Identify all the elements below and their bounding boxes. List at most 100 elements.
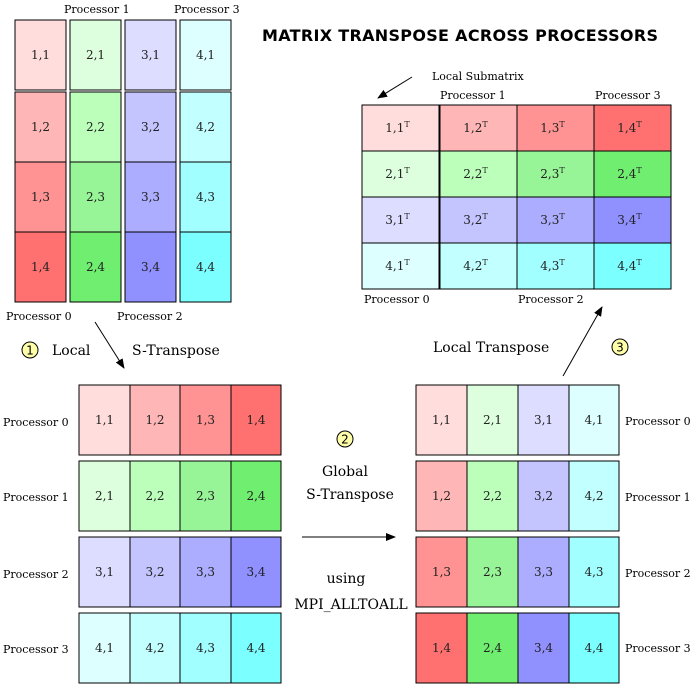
matrix-cell	[14, 19, 67, 91]
matrix-cell-label: 4,2	[145, 641, 164, 655]
proc3-label-b: Processor 3	[3, 643, 69, 656]
matrix-cell-label: 3,1	[534, 413, 553, 427]
step1-badge: 1	[21, 341, 39, 359]
transpose-superscript: T	[404, 258, 410, 267]
matrix-cell	[230, 460, 282, 532]
matrix-cell-label: 2,3	[86, 190, 105, 204]
matrix-cell	[230, 536, 282, 608]
proc3-label-a: Processor 3	[174, 3, 240, 16]
matrix-cell	[517, 536, 570, 608]
step3-label: Local Transpose	[433, 340, 549, 356]
step3-number: 3	[616, 341, 624, 355]
matrix-cell	[568, 460, 620, 532]
step2-line-stranspose: S-Transpose	[306, 487, 394, 503]
matrix-cell-label: 4,3	[196, 641, 215, 655]
matrix-cell-label: 2,4	[483, 641, 502, 655]
step2-badge: 2	[336, 430, 354, 448]
matrix-cell	[78, 536, 131, 608]
matrix-cell-label: 4,4	[196, 260, 215, 274]
matrix-cell-label: 4,1	[196, 48, 215, 62]
transpose-superscript: T	[636, 166, 642, 175]
proc2-label-d: Processor 2	[518, 293, 584, 306]
matrix-cell-label: 4,1	[584, 413, 603, 427]
transpose-superscript: T	[559, 166, 565, 175]
matrix-cell-label: 3,4T	[617, 212, 642, 227]
matrix-cell-label: 2,2	[86, 120, 105, 134]
matrix-cell	[129, 612, 181, 684]
matrix-cell-label: 2,1	[483, 413, 502, 427]
transpose-superscript: T	[636, 120, 642, 129]
step1-label-stranspose: S-Transpose	[132, 343, 220, 359]
matrix-cell	[14, 161, 67, 233]
matrix-cell	[593, 104, 672, 152]
matrix-cell-label: 1,1	[31, 48, 50, 62]
matrix-cell	[568, 612, 620, 684]
matrix-cell	[361, 104, 440, 152]
step3-badge-circle	[611, 338, 629, 356]
matrix-cell-label: 2,4T	[617, 166, 642, 181]
transpose-superscript: T	[404, 212, 410, 221]
matrix-cell-label: 2,2	[145, 489, 164, 503]
matrix-cell-label: 3,4	[246, 565, 265, 579]
transpose-superscript: T	[636, 212, 642, 221]
transpose-superscript: T	[559, 212, 565, 221]
matrix-cell	[124, 19, 177, 91]
matrix-cell	[124, 231, 177, 303]
matrix-cell-label: 1,1T	[385, 120, 410, 135]
step2-number: 2	[341, 433, 349, 447]
matrix-cell-label: 1,4	[246, 413, 265, 427]
matrix-cell-label: 1,2	[31, 120, 50, 134]
step2-line-global: Global	[322, 464, 368, 480]
matrix-cell-label: 2,1	[86, 48, 105, 62]
matrix-cell-label: 4,2	[196, 120, 215, 134]
matrix-cell	[129, 536, 181, 608]
matrix-cell	[14, 91, 67, 163]
step1-badge-circle	[21, 341, 39, 359]
matrix-cell-label: 4,3T	[540, 258, 565, 273]
matrix-cell	[439, 242, 518, 290]
matrix-cell	[517, 460, 570, 532]
matrix-cell	[179, 612, 232, 684]
matrix-cell-label: 1,4	[432, 641, 451, 655]
proc2-label-b: Processor 2	[3, 568, 69, 581]
matrix-cell	[69, 19, 122, 91]
row-matrix-before-alltoall: 1,1 1,2 1,3 1,4 2,1 2,2 2,3 2,4 3,1 3,2 3,3 3,4 4,1 4…	[78, 384, 282, 684]
matrix-cell	[129, 384, 181, 456]
matrix-cell-label: 2,1T	[385, 166, 410, 181]
matrix-cell-label: 2,4	[246, 489, 265, 503]
matrix-cell-label: 2,3	[483, 565, 502, 579]
matrix-cell	[78, 460, 131, 532]
proc1-label-a: Processor 1	[64, 3, 130, 16]
proc0-label-a: Processor 0	[6, 310, 72, 323]
transpose-superscript: T	[404, 120, 410, 129]
matrix-cell-label: 4,4	[246, 641, 265, 655]
matrix-cell-label: 2,1	[95, 489, 114, 503]
step2-badge-circle	[336, 430, 354, 448]
matrix-cell-label: 4,3	[584, 565, 603, 579]
matrix-cell	[124, 161, 177, 233]
matrix-cell-label: 4,4	[584, 641, 603, 655]
matrix-cell-label: 3,1	[95, 565, 114, 579]
matrix-cell	[516, 196, 595, 244]
matrix-cell-label: 3,3T	[540, 212, 565, 227]
matrix-cell	[69, 231, 122, 303]
proc2-label-a: Processor 2	[117, 310, 183, 323]
matrix-cell-label: 3,3	[141, 190, 160, 204]
matrix-cell	[78, 384, 131, 456]
matrix-cell-label: 3,4	[141, 260, 160, 274]
matrix-cell-label: 4,2	[584, 489, 603, 503]
matrix-cell	[415, 460, 468, 532]
matrix-cell	[78, 612, 131, 684]
step1-number: 1	[26, 344, 34, 358]
transpose-superscript: T	[482, 120, 488, 129]
matrix-cell-label: 1,2	[432, 489, 451, 503]
matrix-cell-label: 3,2	[141, 120, 160, 134]
matrix-cell	[179, 231, 232, 303]
matrix-cell-label: 1,2T	[463, 120, 488, 135]
matrix-cell-label: 1,1	[95, 413, 114, 427]
matrix-cell	[415, 612, 468, 684]
matrix-cell	[593, 150, 672, 198]
matrix-cell-label: 3,3	[534, 565, 553, 579]
matrix-cell	[466, 384, 519, 456]
step1-arrow	[94, 321, 125, 369]
